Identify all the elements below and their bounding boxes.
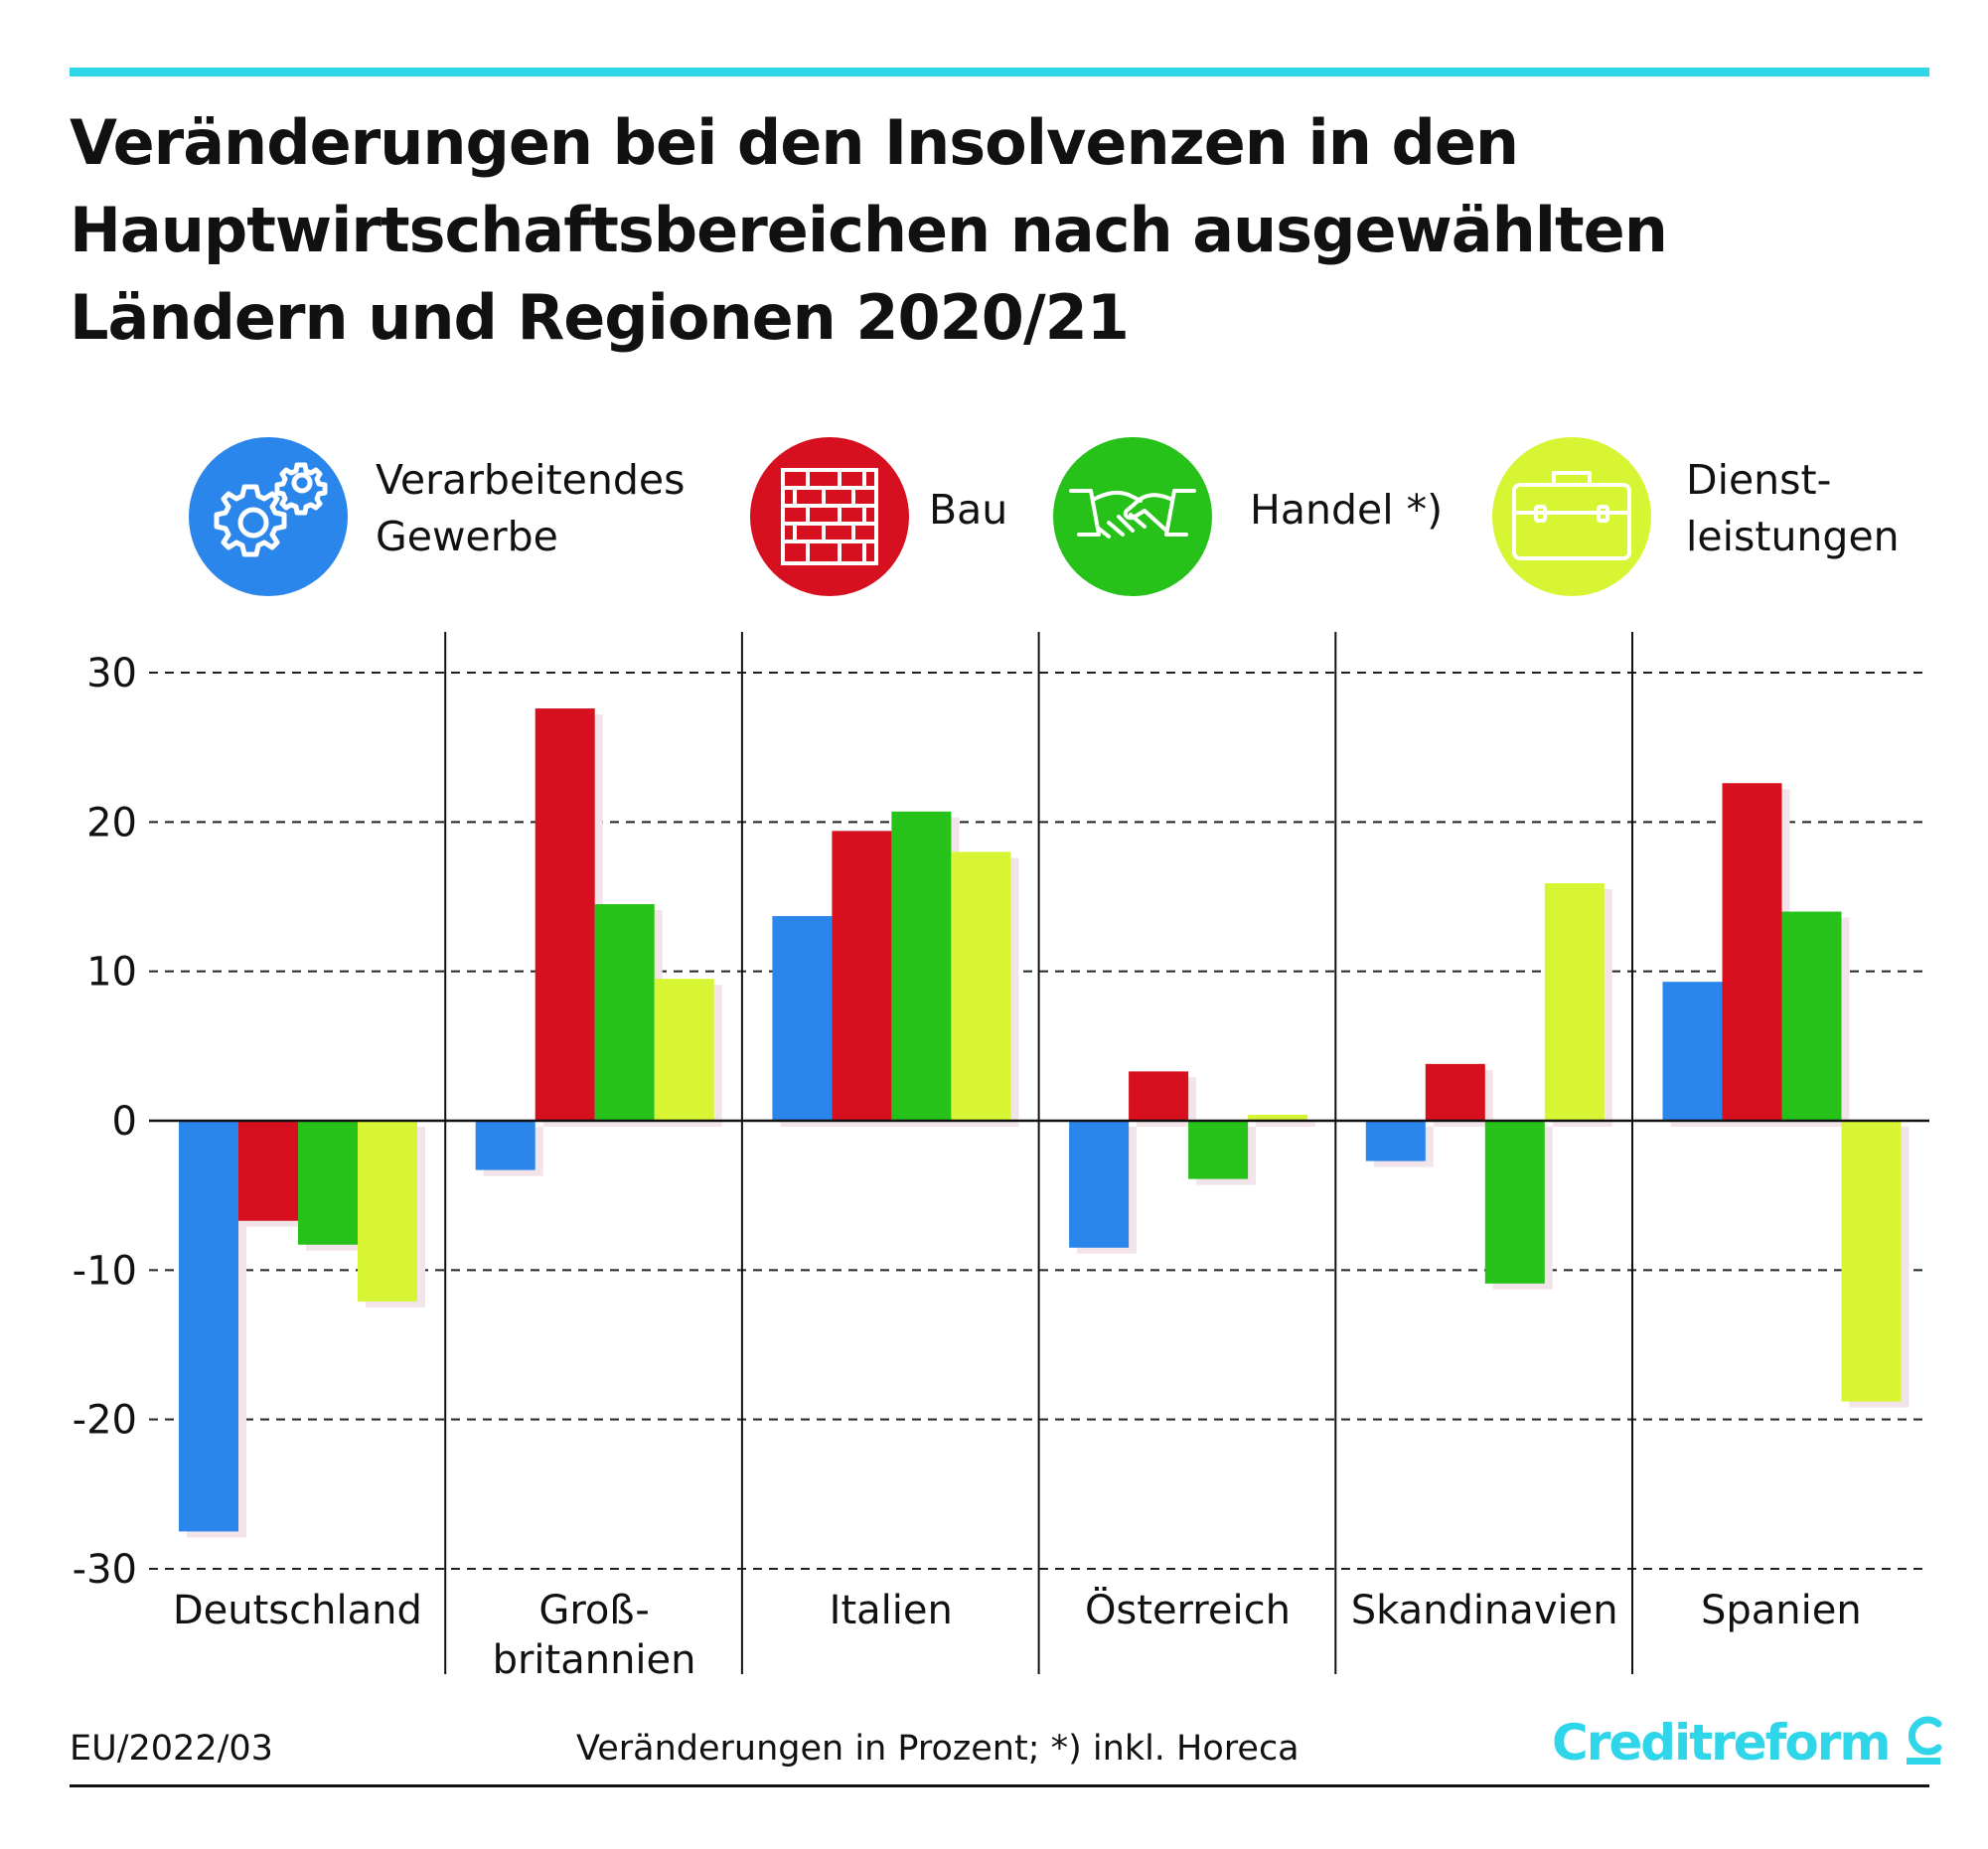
bar-handel-3	[1188, 1121, 1249, 1179]
brick-wall-icon	[750, 437, 909, 596]
bar-verarbeitendes-gewerbe-3	[1069, 1121, 1130, 1248]
bar-bau-3	[1129, 1071, 1189, 1121]
brand-mark-icon	[1906, 1716, 1942, 1765]
chart-title: Veränderungen bei den Insolvenzen in den…	[70, 99, 1917, 362]
legend-label-verarbeitendes-gewerbe: Verarbeitendes Gewerbe	[376, 456, 686, 560]
footer-source: EU/2022/03	[70, 1729, 273, 1769]
bar-dienstleistungen-0	[358, 1121, 417, 1302]
y-tick-label: 10	[86, 950, 137, 996]
y-tick-label: -30	[73, 1547, 137, 1593]
legend-label-dienstleistungen: Dienst- leistungen	[1686, 456, 1900, 560]
chart-title-line-1: Veränderungen bei den Insolvenzen in den	[70, 106, 1519, 179]
legend-label-handel: Handel *)	[1250, 486, 1444, 534]
handshake-icon	[1053, 437, 1212, 596]
bottom-rule	[70, 1784, 1929, 1787]
x-category-label: Italien	[830, 1588, 953, 1633]
bar-verarbeitendes-gewerbe-2	[772, 916, 833, 1121]
gears-icon	[189, 437, 348, 596]
x-category-label: britannien	[493, 1637, 696, 1683]
bar-verarbeitendes-gewerbe-1	[475, 1121, 535, 1170]
y-tick-label: 0	[112, 1099, 137, 1145]
chart-title-line-3: Ländern und Regionen 2020/21	[70, 281, 1130, 354]
bar-shadow	[1256, 1120, 1316, 1127]
y-tick-label: 20	[86, 800, 137, 846]
x-category-label: Skandinavien	[1351, 1588, 1618, 1633]
bar-bau-1	[535, 708, 595, 1121]
bar-dienstleistungen-4	[1544, 882, 1605, 1121]
bar-bau-5	[1722, 783, 1782, 1121]
top-accent-rule	[70, 68, 1929, 77]
bar-dienstleistungen-2	[951, 851, 1011, 1121]
bar-handel-1	[594, 904, 655, 1121]
bar-handel-2	[891, 811, 952, 1121]
bar-dienstleistungen-1	[654, 979, 714, 1121]
y-tick-label: -20	[73, 1398, 137, 1444]
bar-dienstleistungen-3	[1248, 1114, 1308, 1121]
bar-dienstleistungen-5	[1841, 1121, 1902, 1402]
bar-handel-4	[1484, 1121, 1545, 1284]
y-tick-label: 30	[86, 651, 137, 696]
x-category-label: Deutschland	[173, 1588, 422, 1633]
bar-verarbeitendes-gewerbe-0	[179, 1121, 238, 1532]
bar-verarbeitendes-gewerbe-5	[1662, 982, 1723, 1121]
y-tick-label: -10	[73, 1248, 137, 1294]
legend-label-bau: Bau	[929, 486, 1008, 534]
bar-bau-4	[1425, 1063, 1485, 1121]
x-category-label: Österreich	[1085, 1586, 1291, 1633]
bar-handel-0	[298, 1121, 358, 1245]
chart-title-line-2: Hauptwirtschaftsbereichen nach ausgewähl…	[70, 194, 1668, 266]
bar-bau-2	[832, 831, 892, 1121]
briefcase-icon	[1492, 437, 1651, 596]
x-category-label: Spanien	[1701, 1588, 1862, 1633]
bar-handel-5	[1781, 911, 1842, 1121]
brand-wordmark: Creditreform	[1552, 1714, 1892, 1772]
bar-bau-0	[238, 1121, 298, 1221]
creditreform-logo: Creditreform	[1552, 1714, 1948, 1773]
footer-note: Veränderungen in Prozent; *) inkl. Horec…	[576, 1729, 1300, 1769]
x-category-label: Groß-	[538, 1588, 649, 1633]
bar-verarbeitendes-gewerbe-4	[1365, 1121, 1426, 1161]
